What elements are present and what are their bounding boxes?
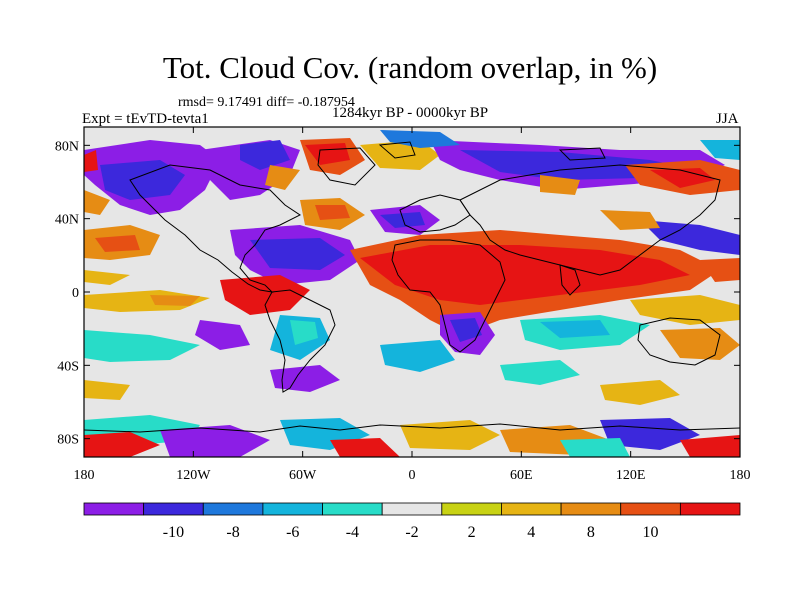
field-anomaly xyxy=(500,360,580,385)
colorbar-label: 2 xyxy=(468,524,476,541)
coastline-antarctica xyxy=(84,423,740,433)
colorbar-label: -4 xyxy=(346,524,359,541)
lon-tick-label: 60E xyxy=(510,468,533,483)
lon-tick-label: 120W xyxy=(176,468,211,483)
coastline-south-america xyxy=(264,289,336,393)
field-anomaly xyxy=(680,435,740,457)
colorbar-swatch xyxy=(202,502,264,516)
lat-tick-label: 40N xyxy=(55,213,79,228)
field-anomaly xyxy=(540,175,580,195)
experiment-label: Expt = tEvTD-tevta1 xyxy=(82,111,209,127)
colorbar-label: 8 xyxy=(587,524,595,541)
field-anomaly xyxy=(630,295,740,325)
field-anomaly xyxy=(560,438,630,457)
period-label: 1284kyr BP - 0000kyr BP xyxy=(331,105,489,121)
coastline-australia xyxy=(637,317,721,366)
coastline-europe xyxy=(399,194,471,233)
lat-tick-label: 80N xyxy=(55,139,79,154)
colorbar-swatch xyxy=(441,502,502,516)
colorbar-swatch xyxy=(501,502,562,516)
field-anomaly xyxy=(270,365,340,392)
colorbar-swatch xyxy=(143,502,204,516)
lat-tick-label: 40S xyxy=(57,359,79,374)
coastline-north-america xyxy=(129,164,301,293)
field-anomaly xyxy=(290,320,318,345)
field-anomaly xyxy=(305,143,350,165)
coastline-arctic-islands xyxy=(378,141,606,161)
field-anomaly xyxy=(100,160,185,200)
colorbar-swatch xyxy=(83,502,145,516)
lat-tick-label: 80S xyxy=(57,433,79,448)
coastline-greenland xyxy=(317,147,376,186)
lat-tick-label: 0 xyxy=(72,286,79,301)
colorbar-swatch xyxy=(322,502,383,516)
chart-title: Tot. Cloud Cov. (random overlap, in %) xyxy=(162,50,658,85)
field-anomaly xyxy=(84,190,110,215)
field-anomaly xyxy=(650,168,715,188)
colorbar-label: -8 xyxy=(226,524,239,541)
field-anomaly xyxy=(380,212,425,228)
field-anomaly xyxy=(84,150,98,172)
lon-tick-label: 0 xyxy=(409,468,416,483)
colorbar-label: -2 xyxy=(405,524,418,541)
field-anomaly xyxy=(600,380,680,405)
colorbar-label: -6 xyxy=(286,524,299,541)
field-anomaly xyxy=(84,432,160,457)
colorbar: -10 -8 -6 -4 -2 2 4 8 10 xyxy=(83,502,741,541)
field-anomaly xyxy=(84,380,130,400)
colorbar-label: 4 xyxy=(527,524,535,541)
coastline-india xyxy=(559,264,581,296)
field-anomaly xyxy=(700,258,740,282)
field-anomaly xyxy=(315,205,350,220)
colorbar-label: -10 xyxy=(163,524,184,541)
field-anomaly xyxy=(160,425,270,457)
colorbar-swatch xyxy=(262,502,323,516)
colorbar-swatch xyxy=(560,502,622,516)
coastlines xyxy=(84,141,740,433)
field-anomaly xyxy=(220,275,310,315)
field-anomaly xyxy=(84,330,200,362)
field-anomaly xyxy=(95,235,140,252)
coastline-africa xyxy=(391,239,506,353)
field-anomaly xyxy=(265,165,300,190)
lon-tick-label: 120E xyxy=(616,468,646,483)
field-anomaly xyxy=(240,140,290,170)
field-anomaly xyxy=(540,320,610,338)
field-anomaly xyxy=(600,210,660,230)
field-anomaly xyxy=(250,238,345,270)
field-anomaly xyxy=(84,270,130,285)
coastline-asia xyxy=(459,164,721,276)
field-anomaly xyxy=(380,340,455,372)
axis-ticks: 80N 40N 0 40S 80S 180 120W 60W 0 60E 120E 180 xyxy=(55,127,751,483)
field-anomaly xyxy=(195,320,250,350)
lon-tick-label: 180 xyxy=(74,468,95,483)
field-anomaly xyxy=(150,295,200,306)
stats-line: rmsd= 9.17491 diff= -0.187954 xyxy=(178,95,355,110)
colorbar-label: 10 xyxy=(643,524,659,541)
map-field xyxy=(84,127,740,457)
field-anomaly xyxy=(360,245,690,305)
field-anomaly xyxy=(450,318,482,342)
field-anomaly xyxy=(640,220,740,255)
colorbar-swatch xyxy=(679,502,741,516)
lon-tick-label: 60W xyxy=(289,468,317,483)
field-anomaly xyxy=(84,290,210,312)
field-anomaly xyxy=(330,438,400,457)
season-label: JJA xyxy=(716,111,739,127)
field-anomaly xyxy=(700,140,740,160)
colorbar-swatch xyxy=(381,502,443,516)
colorbar-swatch xyxy=(620,502,681,516)
lon-tick-label: 180 xyxy=(730,468,751,483)
